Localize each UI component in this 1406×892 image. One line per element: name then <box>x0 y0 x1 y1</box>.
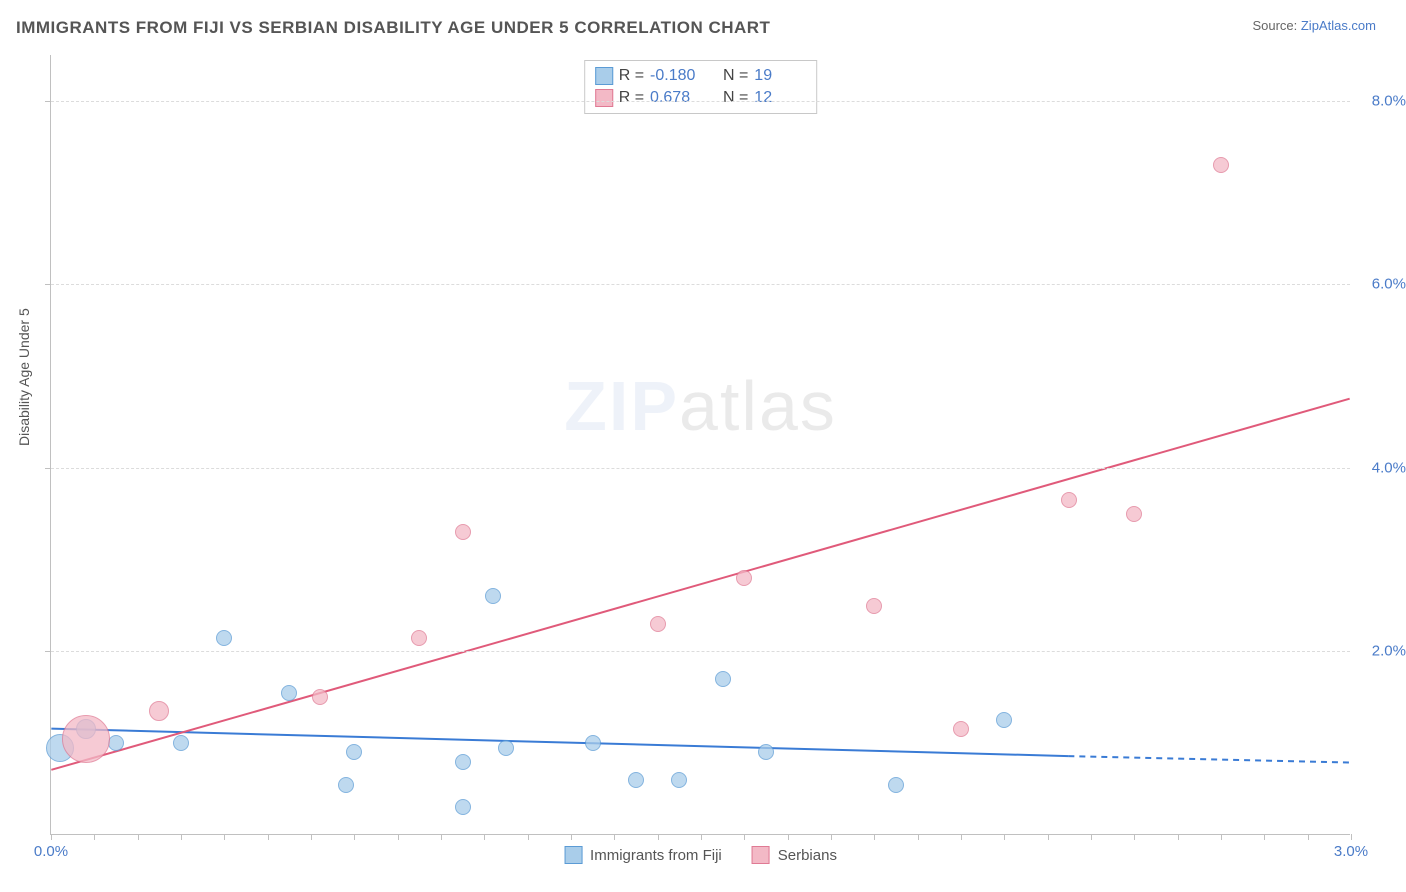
trend-lines-layer <box>51 55 1350 834</box>
gridline <box>51 468 1350 469</box>
legend-label-fiji: Immigrants from Fiji <box>590 847 722 864</box>
y-tick-label: 4.0% <box>1372 459 1406 476</box>
data-point-fiji <box>715 671 731 687</box>
chart-title: IMMIGRANTS FROM FIJI VS SERBIAN DISABILI… <box>16 18 770 38</box>
stats-n-label: N = <box>723 89 748 107</box>
correlation-stats-box: R = -0.180 N = 19 R = 0.678 N = 12 <box>584 60 818 114</box>
series-legend: Immigrants from Fiji Serbians <box>564 846 837 864</box>
data-point-fiji <box>485 588 501 604</box>
x-tick-label: 0.0% <box>34 843 68 860</box>
data-point-serbians <box>1061 492 1077 508</box>
data-point-fiji <box>888 777 904 793</box>
data-point-fiji <box>108 735 124 751</box>
source-prefix: Source: <box>1252 18 1300 33</box>
gridline <box>51 284 1350 285</box>
data-point-serbians <box>1126 506 1142 522</box>
data-point-fiji <box>455 799 471 815</box>
data-point-fiji <box>455 754 471 770</box>
data-point-fiji <box>281 685 297 701</box>
swatch-fiji <box>595 67 613 85</box>
data-point-serbians <box>736 570 752 586</box>
data-point-serbians <box>1213 157 1229 173</box>
y-axis-label: Disability Age Under 5 <box>16 308 32 446</box>
legend-item-serbians: Serbians <box>752 846 837 864</box>
stats-r-value-fiji: -0.180 <box>650 67 702 85</box>
trendline-extension-fiji <box>1068 756 1349 762</box>
data-point-fiji <box>585 735 601 751</box>
y-tick-label: 6.0% <box>1372 276 1406 293</box>
data-point-fiji <box>216 630 232 646</box>
data-point-serbians <box>455 524 471 540</box>
stats-n-label: N = <box>723 67 748 85</box>
stats-row-serbians: R = 0.678 N = 12 <box>595 87 807 109</box>
data-point-serbians <box>650 616 666 632</box>
trendline-serbians <box>51 399 1349 770</box>
gridline <box>51 651 1350 652</box>
data-point-fiji <box>996 712 1012 728</box>
stats-n-value-fiji: 19 <box>754 67 806 85</box>
legend-swatch-fiji <box>564 846 582 864</box>
stats-r-label: R = <box>619 67 644 85</box>
legend-item-fiji: Immigrants from Fiji <box>564 846 722 864</box>
data-point-serbians <box>62 715 110 763</box>
gridline <box>51 101 1350 102</box>
stats-n-value-serbians: 12 <box>754 89 806 107</box>
stats-r-value-serbians: 0.678 <box>650 89 702 107</box>
source-link[interactable]: ZipAtlas.com <box>1301 18 1376 33</box>
y-tick-label: 2.0% <box>1372 643 1406 660</box>
data-point-serbians <box>411 630 427 646</box>
data-point-fiji <box>628 772 644 788</box>
legend-swatch-serbians <box>752 846 770 864</box>
source-attribution: Source: ZipAtlas.com <box>1252 18 1376 33</box>
trendline-fiji <box>51 729 1068 756</box>
legend-label-serbians: Serbians <box>778 847 837 864</box>
data-point-fiji <box>498 740 514 756</box>
x-tick-label: 3.0% <box>1334 843 1368 860</box>
y-tick-label: 8.0% <box>1372 92 1406 109</box>
data-point-fiji <box>346 744 362 760</box>
data-point-fiji <box>338 777 354 793</box>
chart-plot-area: ZIPatlas R =-0.180 N = 19R =0.678 N = 12… <box>50 55 1350 835</box>
stats-r-label: R = <box>619 89 644 107</box>
data-point-serbians <box>953 721 969 737</box>
data-point-fiji <box>758 744 774 760</box>
data-point-serbians <box>149 701 169 721</box>
stats-row-fiji: R = -0.180 N = 19 <box>595 65 807 87</box>
data-point-serbians <box>312 689 328 705</box>
swatch-serbians <box>595 89 613 107</box>
data-point-serbians <box>866 598 882 614</box>
data-point-fiji <box>671 772 687 788</box>
data-point-fiji <box>173 735 189 751</box>
